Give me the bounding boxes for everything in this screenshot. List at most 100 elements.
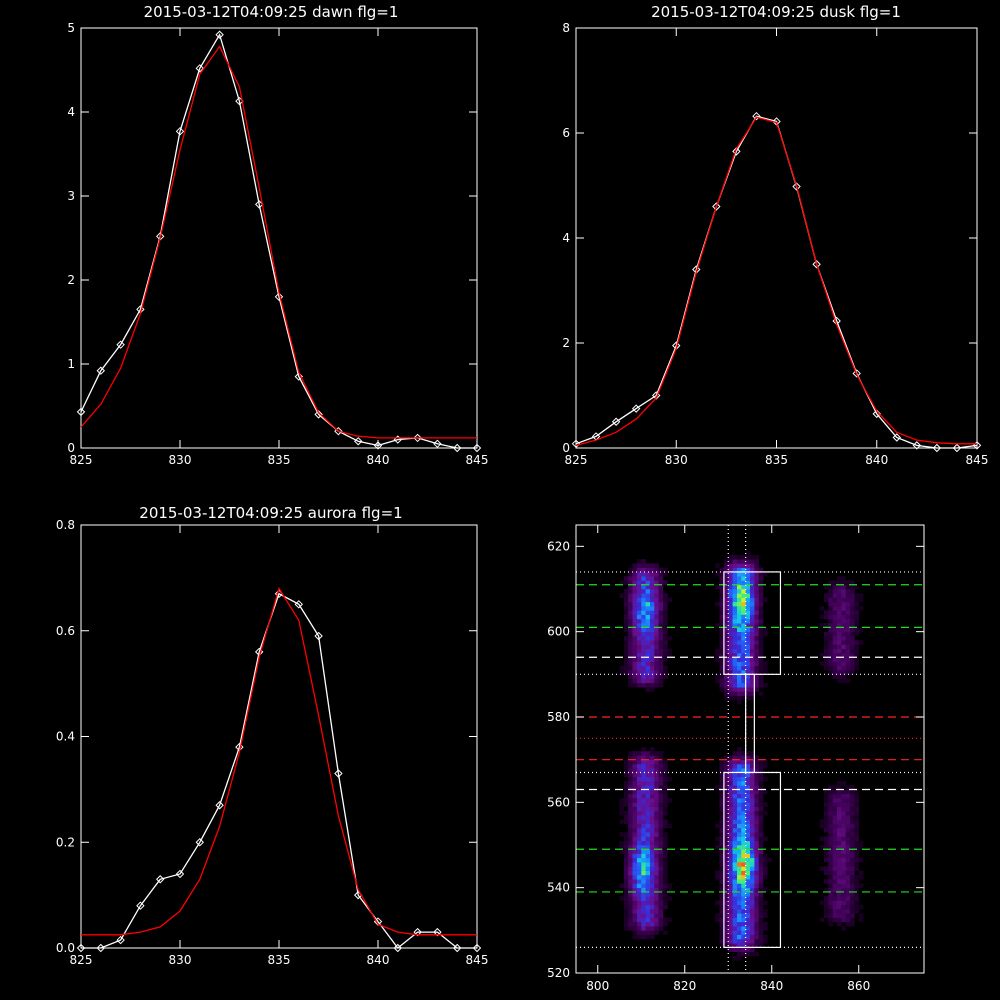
heatmap-cell xyxy=(841,823,846,829)
heatmap-cell xyxy=(741,866,746,871)
heatmap-cell xyxy=(623,772,629,778)
heatmap-cell xyxy=(663,836,668,842)
heatmap-cell xyxy=(758,857,764,863)
heatmap-cell xyxy=(623,904,629,910)
heatmap-cell xyxy=(850,789,855,795)
heatmap-cell xyxy=(728,768,733,773)
heatmap-cell xyxy=(719,576,725,581)
heatmap-cell xyxy=(828,917,833,923)
heatmap-cell xyxy=(623,815,629,820)
dawn-observed-point xyxy=(294,372,304,381)
heatmap-cell xyxy=(741,554,746,560)
heatmap-cell xyxy=(645,900,651,906)
heatmap-cell xyxy=(623,601,629,607)
heatmap-cell xyxy=(728,887,733,893)
heatmap-cell xyxy=(745,866,751,871)
heatmap-cell xyxy=(719,567,725,573)
heatmap-cell xyxy=(741,921,746,927)
heatmap-cell xyxy=(754,623,760,628)
heatmap-cell xyxy=(758,614,764,620)
heatmap-cell xyxy=(732,836,738,842)
heatmap-cell xyxy=(658,900,664,906)
heatmap-cell xyxy=(636,567,642,573)
heatmap-cell xyxy=(636,921,642,927)
heatmap-cell xyxy=(663,571,668,577)
heatmap-y-tick-label: 540 xyxy=(547,881,570,895)
heatmap-cell xyxy=(623,648,629,654)
heatmap-cell xyxy=(858,913,864,918)
heatmap-cell xyxy=(645,793,651,799)
heatmap-cell xyxy=(732,657,738,662)
heatmap-cell xyxy=(824,584,829,590)
heatmap-cell xyxy=(737,623,742,628)
heatmap-cell xyxy=(837,815,842,820)
heatmap-cell xyxy=(850,618,855,624)
heatmap-cell xyxy=(737,661,742,667)
heatmap-cell xyxy=(745,567,751,573)
heatmap-cell xyxy=(658,772,664,778)
heatmap-cell xyxy=(832,623,838,628)
heatmap-cell xyxy=(837,606,842,611)
dusk-y-tick-label: 0 xyxy=(562,441,570,455)
heatmap-cell xyxy=(741,823,746,829)
heatmap-cell xyxy=(758,806,764,812)
heatmap-cell xyxy=(754,793,760,799)
heatmap-cell xyxy=(841,653,846,658)
heatmap-cell xyxy=(732,631,738,637)
heatmap-cell xyxy=(832,665,838,671)
heatmap-cell xyxy=(824,614,829,620)
heatmap-cell xyxy=(636,870,642,876)
heatmap-cell xyxy=(763,887,768,893)
heatmap-cell xyxy=(741,840,746,846)
heatmap-cell xyxy=(715,678,720,684)
heatmap-cell xyxy=(663,849,668,854)
heatmap-cell xyxy=(728,904,733,910)
heatmap-cell xyxy=(728,584,733,590)
heatmap-cell xyxy=(645,631,651,637)
heatmap-cell xyxy=(623,763,629,769)
heatmap-cell xyxy=(845,618,851,624)
heatmap-cell xyxy=(641,635,646,641)
heatmap-cell xyxy=(628,917,633,923)
heatmap-cell xyxy=(732,934,738,940)
heatmap-cell xyxy=(723,768,729,773)
heatmap-cell xyxy=(745,627,751,632)
heatmap-cell xyxy=(623,900,629,906)
heatmap-cell xyxy=(663,896,668,901)
heatmap-cell xyxy=(636,840,642,846)
heatmap-cell xyxy=(732,832,738,837)
heatmap-cell xyxy=(732,576,738,581)
heatmap-cell xyxy=(723,589,729,594)
heatmap-cell xyxy=(636,623,642,628)
heatmap-cell xyxy=(737,559,742,564)
heatmap-cell xyxy=(837,593,842,598)
heatmap-cell xyxy=(758,802,764,807)
heatmap-cell xyxy=(654,866,659,871)
heatmap-cell xyxy=(828,661,833,667)
heatmap-cell xyxy=(719,896,725,901)
heatmap-cell xyxy=(737,567,742,573)
heatmap-cell xyxy=(845,883,851,888)
heatmap-cell xyxy=(850,874,855,880)
heatmap-cell xyxy=(750,589,755,594)
heatmap-cell xyxy=(723,849,729,854)
heatmap-cell xyxy=(741,657,746,662)
heatmap-cell xyxy=(641,776,646,782)
heatmap-x-tick-label: 840 xyxy=(760,979,783,993)
heatmap-cell xyxy=(745,853,751,859)
heatmap-cell xyxy=(832,870,838,876)
heatmap-cell xyxy=(845,840,851,846)
heatmap-cell xyxy=(732,640,738,645)
dawn-y-tick-label: 2 xyxy=(67,273,75,287)
heatmap-cell xyxy=(732,781,738,786)
heatmap-cell xyxy=(654,661,659,667)
heatmap-cell xyxy=(763,789,768,795)
heatmap-cell xyxy=(628,823,633,829)
dawn-panel-title: 2015-03-12T04:09:25 dawn flg=1 xyxy=(144,3,399,21)
heatmap-cell xyxy=(645,917,651,923)
heatmap-cell xyxy=(754,682,760,688)
heatmap-cell xyxy=(737,776,742,782)
heatmap-cell xyxy=(632,567,638,573)
heatmap-cell xyxy=(745,943,751,948)
heatmap-cell xyxy=(828,913,833,918)
